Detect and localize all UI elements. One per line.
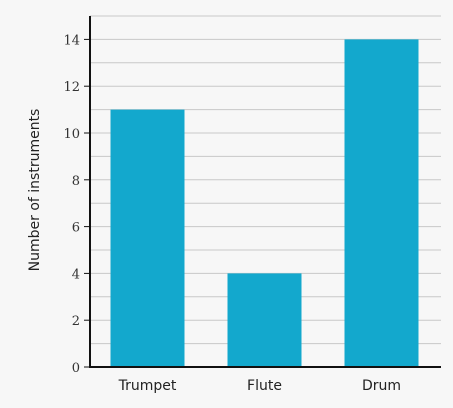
y-tick-label: 2 [72,314,80,329]
axes [89,16,441,368]
bar-drum [344,39,419,368]
bar-trumpet [110,109,185,367]
y-tick-label: 4 [72,267,80,282]
bars [110,39,419,368]
bar-flute [227,273,302,367]
y-tick-label: 14 [63,33,80,48]
x-tick-label: Flute [247,378,282,394]
y-tick-label: 8 [72,174,80,189]
x-category-labels: Trumpet Flute Drum [118,378,401,394]
x-tick-label: Trumpet [118,378,177,394]
y-tick-label: 10 [63,127,80,142]
y-tick-label: 6 [72,221,80,236]
y-tick-labels: 0 2 4 6 8 10 12 14 [63,33,90,376]
y-tick-label: 12 [63,80,80,95]
y-tick-label: 0 [72,361,80,376]
y-axis-title: Number of instruments [27,109,43,272]
x-tick-label: Drum [362,378,401,394]
